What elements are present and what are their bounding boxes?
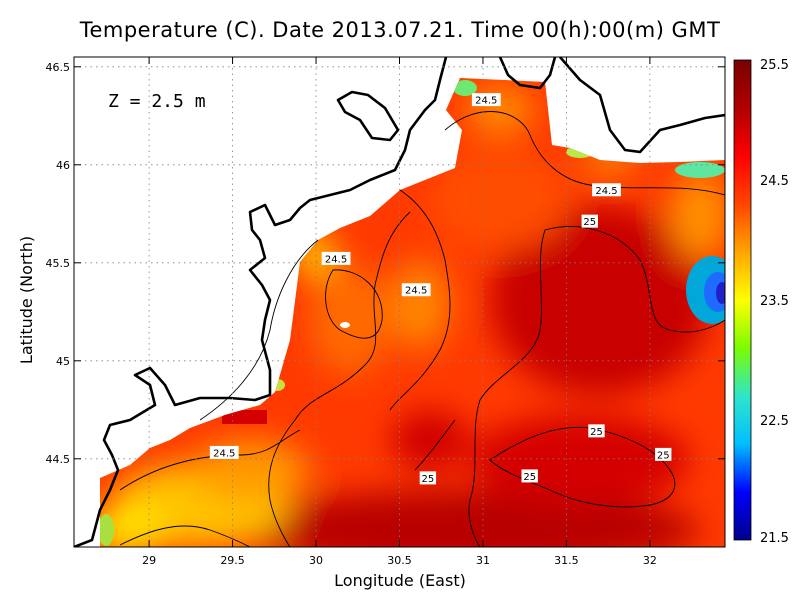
contour-label: 24.5 xyxy=(471,93,501,107)
coastline-path xyxy=(559,57,725,154)
contour-line xyxy=(414,419,456,471)
x-tick-label: 31.5 xyxy=(554,554,579,567)
colorbar-bar xyxy=(733,59,752,541)
contour-label-text: 25 xyxy=(523,472,536,483)
y-axis-title: Latitude (North) xyxy=(17,236,36,364)
contour-label: 24.5 xyxy=(592,183,621,197)
contour-line xyxy=(444,111,725,196)
colorbar-labels: 21.5 22.5 23.5 24.5 25.5 xyxy=(760,58,789,546)
colorbar: 21.5 22.5 23.5 24.5 25.5 xyxy=(733,58,789,546)
contour-label: 25 xyxy=(419,471,437,485)
x-tick-label: 31 xyxy=(476,554,490,567)
x-axis-ticks xyxy=(148,57,651,547)
contour-labels: 24.5 24.5 25 24.5 24.5 24.5 25 25 25 25 xyxy=(209,93,672,485)
y-tick-label: 45.5 xyxy=(46,257,71,270)
depth-annotation: Z = 2.5 m xyxy=(108,91,206,112)
y-tick-label: 45 xyxy=(56,355,70,368)
contour-label: 24.5 xyxy=(209,445,239,459)
colorbar-tick-label: 25.5 xyxy=(760,58,789,73)
contour-label: 24.5 xyxy=(321,251,351,265)
y-tick-label: 44.5 xyxy=(46,453,71,466)
contour-label-text: 25 xyxy=(590,427,603,438)
x-axis-title: Longitude (East) xyxy=(334,571,466,590)
contour-label: 25 xyxy=(581,214,598,228)
y-tick-label: 46.5 xyxy=(46,61,71,74)
contour-label: 24.5 xyxy=(401,283,431,297)
contour-label-text: 24.5 xyxy=(213,448,235,459)
contour-label-box xyxy=(321,251,351,265)
contour-label-text: 25 xyxy=(657,450,670,461)
contour-label: 25 xyxy=(655,447,672,461)
x-tick-label: 29.5 xyxy=(220,554,245,567)
contour-label-box xyxy=(401,283,431,297)
contour-lines xyxy=(119,111,725,547)
chart-title: Temperature (C). Date 2013.07.21. Time 0… xyxy=(79,18,721,42)
contour-label-text: 25 xyxy=(583,217,596,228)
colorbar-tick-label: 23.5 xyxy=(760,294,789,309)
contour-line xyxy=(489,426,676,508)
coastline-path xyxy=(498,57,557,90)
contour-label-text: 24.5 xyxy=(405,286,427,297)
contour-label-box xyxy=(419,471,437,485)
contour-label-text: 24.5 xyxy=(325,254,347,265)
x-axis-tick-labels: 29 29.5 30 30.5 31 31.5 32 xyxy=(142,554,657,567)
colorbar-tick-label: 22.5 xyxy=(760,414,789,429)
x-tick-label: 29 xyxy=(142,554,156,567)
contour-label: 25 xyxy=(521,469,538,483)
contour-label-box xyxy=(209,445,239,459)
contour-line xyxy=(544,226,725,333)
contour-label-box xyxy=(655,447,672,461)
contour-label-box xyxy=(471,93,501,107)
coastline-path xyxy=(74,57,448,547)
contour-label: 25 xyxy=(588,424,605,438)
colorbar-tick-label: 24.5 xyxy=(760,174,789,189)
grid-lines xyxy=(74,57,725,547)
contour-line xyxy=(389,189,451,411)
contour-line xyxy=(468,229,546,547)
contour-label-text: 24.5 xyxy=(595,186,617,197)
contour-label-box xyxy=(588,424,605,438)
x-tick-label: 32 xyxy=(643,554,657,567)
contour-label-text: 25 xyxy=(422,474,435,485)
y-axis-ticks xyxy=(74,66,725,460)
colorbar-tick-label: 21.5 xyxy=(760,531,789,546)
contour-line xyxy=(268,211,411,547)
contour-line xyxy=(325,269,383,339)
x-tick-label: 30.5 xyxy=(387,554,412,567)
y-tick-label: 46 xyxy=(56,159,70,172)
contour-label-box xyxy=(581,214,598,228)
coastline xyxy=(74,57,725,547)
contour-label-box xyxy=(592,183,621,197)
contour-line xyxy=(119,525,251,547)
x-tick-label: 30 xyxy=(309,554,323,567)
coastline-path xyxy=(336,90,400,142)
contour-label-text: 24.5 xyxy=(475,96,497,107)
contour-label-box xyxy=(521,469,538,483)
y-axis-tick-labels: 44.5 45 45.5 46 46.5 xyxy=(46,61,71,466)
